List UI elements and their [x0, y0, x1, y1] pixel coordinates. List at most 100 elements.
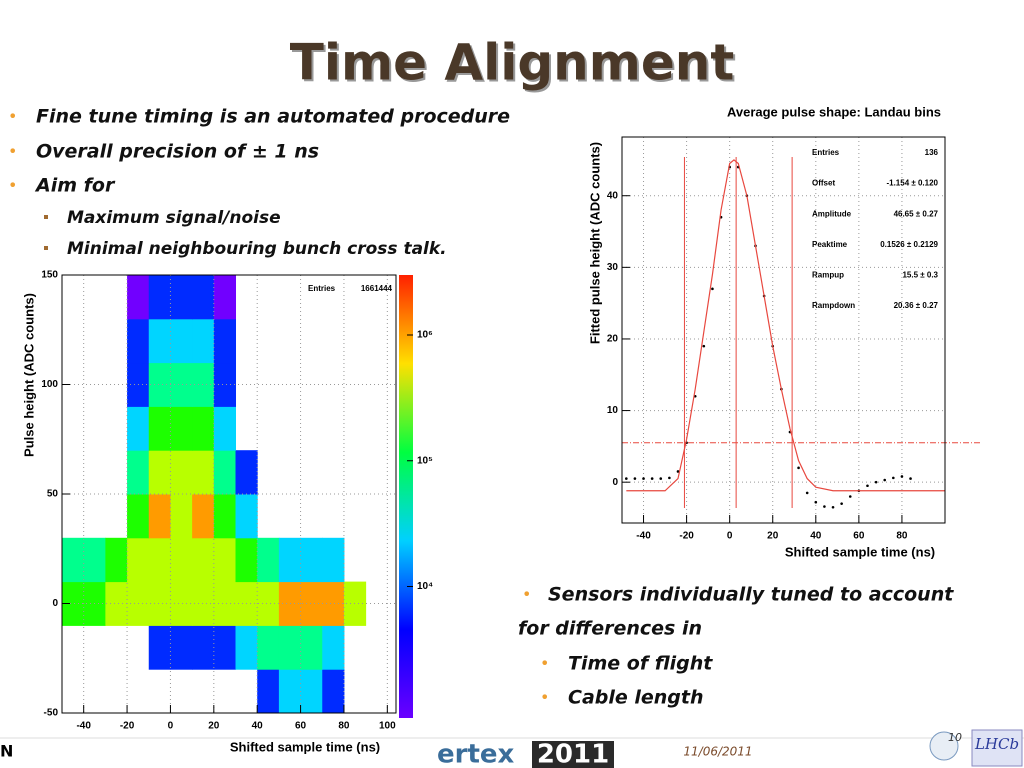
heat-cell: [213, 275, 237, 320]
z-tick-label: 10⁶: [417, 330, 433, 341]
logo-circle: [929, 731, 959, 761]
bullet: Aim for: [34, 175, 116, 197]
heat-cell: [192, 362, 215, 407]
heat-cell: [322, 669, 345, 713]
y-tick-label: 0: [612, 477, 618, 488]
data-point: [883, 478, 887, 482]
heat-cell: [300, 537, 323, 583]
data-point: [659, 477, 663, 480]
bullet-dot: •: [540, 654, 549, 673]
bullet-dot: •: [522, 585, 531, 604]
heat-cell: [322, 625, 345, 670]
bullet-dot: •: [8, 176, 17, 195]
heat-cell: [83, 537, 106, 583]
data-point: [909, 477, 912, 480]
y-tick-label: 20: [607, 334, 619, 345]
heat-cell: [127, 406, 150, 451]
x-tick-label: -40: [76, 721, 91, 732]
note-line: Sensors individually tuned to account: [548, 584, 954, 606]
chart-title: Average pulse shape: Landau bins: [727, 104, 941, 119]
stats-label: Amplitude: [812, 209, 852, 218]
footer-left: N: [0, 742, 13, 761]
heat-cell: [127, 318, 150, 364]
heat-cell: [192, 275, 215, 320]
x-tick-label: 40: [810, 531, 822, 542]
heat-cell: [213, 318, 237, 364]
heat-cell: [192, 494, 215, 539]
y-tick-label: 0: [52, 598, 58, 609]
heat-cell: [105, 537, 128, 583]
heat-cell: [192, 318, 215, 364]
x-tick-label: -40: [636, 531, 651, 542]
y-tick-label: 30: [607, 262, 619, 273]
x-axis-label: Shifted sample time (ns): [230, 739, 380, 754]
stats-value: 0.1526 ± 0.2129: [880, 240, 938, 249]
data-point: [823, 505, 826, 508]
x-axis-label: Shifted sample time (ns): [785, 544, 935, 559]
x-tick-label: 20: [767, 531, 779, 542]
stats-label: Offset: [812, 179, 835, 188]
data-point: [831, 505, 835, 509]
data-point: [866, 484, 869, 488]
stats-label: Rampup: [812, 271, 844, 280]
heat-cell: [192, 581, 215, 626]
heat-cell: [192, 406, 215, 451]
heat-cell: [213, 581, 237, 626]
heat-cell: [170, 275, 193, 320]
heat-cell: [322, 581, 345, 626]
y-tick-label: 50: [47, 489, 59, 500]
badge: LHCb: [974, 735, 1019, 753]
heat-cell: [148, 581, 171, 626]
x-tick-label: 0: [168, 721, 174, 732]
bullet: Overall precision of ± 1 ns: [36, 141, 319, 163]
x-tick-label: 20: [208, 721, 220, 732]
data-point: [874, 480, 878, 484]
title-shadow: Time Alignment: [292, 36, 737, 94]
x-tick-label: 0: [727, 531, 733, 542]
bullet-dot: •: [540, 688, 549, 707]
sub-bullet-dot: [44, 246, 48, 250]
logo-text: ertex: [437, 740, 515, 768]
plot-frame: [61, 274, 397, 714]
sub-bullet: Maximum signal/noise: [67, 208, 281, 228]
heat-cell: [235, 625, 258, 670]
heat-cell: [257, 537, 280, 583]
x-tick-label: 80: [338, 721, 350, 732]
data-point: [625, 477, 628, 480]
heat-cell: [213, 406, 237, 451]
bullet: Fine tune timing is an automated procedu…: [36, 106, 510, 128]
heat-cell: [148, 537, 171, 583]
note-item: Cable length: [568, 687, 704, 709]
heat-cell: [105, 581, 128, 626]
heat-cell: [213, 494, 237, 539]
heat-cell: [62, 581, 85, 626]
plot-bg: [622, 137, 945, 523]
data-point: [805, 491, 809, 495]
data-point: [797, 466, 800, 470]
plot-frame: [621, 136, 946, 524]
y-tick-label: 100: [41, 379, 58, 390]
data-point: [848, 495, 852, 498]
heat-cell: [257, 669, 280, 713]
y-tick-label: -50: [44, 708, 59, 719]
z-tick-label: 10⁴: [417, 581, 433, 592]
sub-bullet: Minimal neighbouring bunch cross talk.: [67, 239, 447, 259]
stats-label: Rampdown: [812, 301, 855, 310]
stats-value: 15.5 ± 0.3: [902, 271, 938, 280]
slide-title: Time Alignment: [290, 34, 735, 92]
heat-cell: [278, 537, 302, 583]
colorbar: [399, 275, 413, 718]
data-point: [814, 500, 818, 504]
x-tick-label: -20: [679, 531, 694, 542]
heat-cell: [127, 537, 150, 583]
stats-label: Entries: [812, 148, 840, 157]
y-tick-label: 150: [41, 270, 58, 281]
badge-box: [971, 729, 1023, 767]
note-item: Time of flight: [568, 653, 713, 675]
heat-cell: [213, 362, 237, 407]
stats-value: 1661444: [361, 284, 393, 293]
heat-cell: [148, 275, 171, 320]
heat-cell: [322, 537, 345, 583]
